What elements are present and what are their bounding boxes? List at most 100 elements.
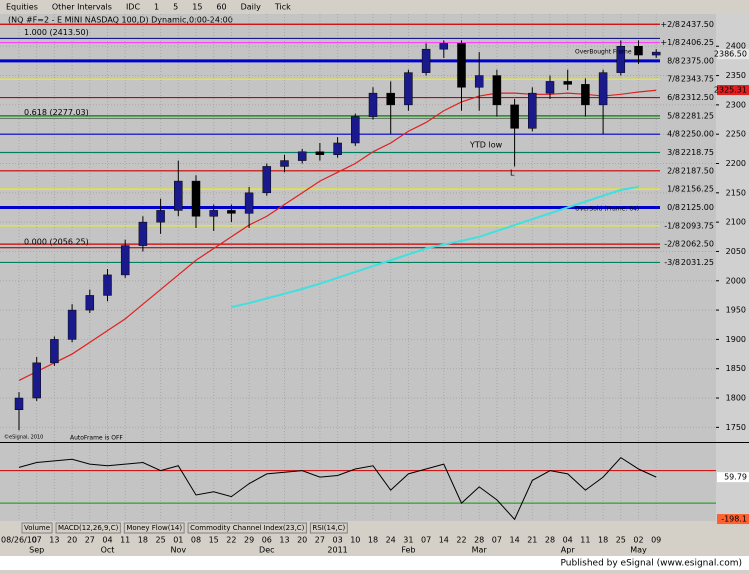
level-value: 2281.25 (681, 111, 714, 120)
month-label: 2011 (327, 546, 347, 555)
tab-frame (21, 522, 53, 534)
x-tick-label: 18 (138, 536, 148, 545)
x-tick-label: 27 (85, 536, 95, 545)
indicator-tab[interactable]: Commodity Channel Index(23,C) (190, 524, 305, 532)
candle-body (14, 397, 24, 411)
tab-frame (55, 522, 121, 534)
toolbar-item[interactable]: 5 (173, 3, 178, 12)
y-tick-label: 1900 (726, 335, 746, 344)
x-tick-label: 06 (262, 536, 272, 545)
annotation: OverBought Frame (575, 49, 632, 56)
footer-bar (0, 556, 749, 570)
chart-title: (NQ #F=2 - E MINI NASDAQ 100,D) Dynamic,… (8, 16, 233, 25)
x-tick-label: 28 (545, 536, 555, 545)
x-tick-label: 31 (403, 536, 413, 545)
toolbar-item[interactable]: Daily (241, 3, 262, 12)
x-tick-label: 07 (421, 536, 431, 545)
level-value: 2250.00 (681, 130, 714, 139)
y-tick-label: 2200 (726, 159, 746, 168)
x-tick-label: 13 (49, 536, 59, 545)
level-name: 6/8 (667, 93, 680, 102)
x-tick-label: 29 (244, 536, 254, 545)
candle-body (368, 92, 378, 117)
toolbar-item[interactable]: 1 (154, 3, 159, 12)
month-label: Mar (472, 546, 488, 555)
indicator-tab[interactable]: Volume (24, 524, 50, 532)
month-label: Oct (101, 546, 115, 555)
tab-frame (309, 522, 348, 534)
toolbar-item[interactable]: Tick (274, 3, 291, 12)
candle-body (439, 43, 449, 50)
candle-body (50, 339, 59, 364)
x-tick-label: 01 (173, 536, 183, 545)
annotation: AutoFrame is OFF (70, 435, 123, 442)
toolbar-item[interactable]: IDC (126, 3, 141, 12)
y-tick-label: 2400 (726, 42, 746, 51)
candle-body (351, 116, 360, 144)
candle-body (209, 210, 218, 217)
candle-body (280, 160, 289, 167)
level-value: 2312.50 (681, 93, 714, 102)
candle-body (404, 72, 413, 106)
x-tick-label: 04 (563, 536, 573, 545)
x-tick-label: 07 (32, 536, 42, 545)
level-value: 2062.50 (681, 240, 714, 249)
indicator-flag (717, 514, 749, 525)
y-tick-label: 1800 (726, 394, 746, 403)
candle-body (528, 92, 537, 129)
x-tick-label: 24 (386, 536, 396, 545)
y-tick-label: 1950 (726, 306, 746, 315)
month-label: May (630, 546, 647, 555)
candle-body (156, 210, 165, 223)
indicator-flag (717, 472, 749, 483)
x-tick-label: 14 (510, 536, 520, 545)
level-value: 2125.00 (681, 203, 714, 212)
y-tick-label: 2100 (726, 218, 746, 227)
toolbar-item[interactable]: 60 (216, 3, 226, 12)
x-tick-label: 27 (315, 536, 325, 545)
y-tick-label: 2000 (726, 276, 746, 285)
level-name: 7/8 (667, 75, 680, 84)
toolbar (0, 0, 749, 14)
candle-body (598, 72, 608, 106)
tab-frame (187, 522, 307, 534)
level-name: 2/8 (667, 166, 680, 175)
y-tick-label: 2350 (726, 71, 746, 80)
toolbar-item[interactable]: Equities (6, 3, 38, 12)
level-value: 2187.50 (681, 166, 714, 175)
indicator-tab[interactable]: MACD(12,26,9,C) (58, 524, 119, 532)
candle-body (492, 75, 502, 106)
level-name: -1/8 (664, 221, 680, 230)
level-name: 8/8 (667, 56, 680, 65)
candle-body (297, 151, 307, 161)
annotation: YTD low (469, 141, 503, 150)
candle-body (244, 192, 254, 214)
x-tick-label: 25 (616, 536, 626, 545)
candle-body (85, 295, 95, 311)
x-tick-label: 28 (474, 536, 484, 545)
candle-body (315, 151, 325, 155)
indicator-tab[interactable]: RSI(14,C) (312, 524, 345, 532)
candle-body (386, 92, 395, 106)
annotation: L (510, 169, 515, 178)
toolbar-item[interactable]: Other Intervals (52, 3, 112, 12)
level-name: 0/8 (667, 203, 680, 212)
price-pane (0, 14, 716, 442)
level-name: 1/8 (667, 185, 680, 194)
level-value: 2343.75 (681, 75, 714, 84)
level-name: -3/8 (664, 258, 680, 267)
toolbar-item[interactable]: 15 (192, 3, 202, 12)
candle-body (545, 81, 555, 94)
candle-body (120, 245, 130, 276)
candle-body (138, 221, 148, 246)
indicator-tab[interactable]: Money Flow(14) (126, 524, 182, 532)
indicator-line (18, 456, 657, 521)
candle-body (333, 142, 342, 155)
y-tick-label: 2300 (726, 100, 746, 109)
x-tick-label: 20 (67, 536, 77, 545)
candle-body (421, 48, 431, 73)
y-tick-label: 2150 (726, 188, 746, 197)
footer: Published by eSignal (www.esignal.com) (560, 559, 742, 569)
annotation: ©eSignal, 2010 (4, 434, 43, 441)
